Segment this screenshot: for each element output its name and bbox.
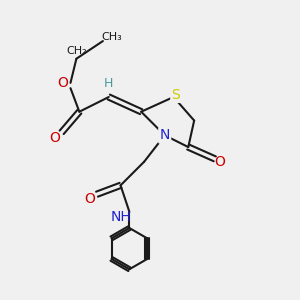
Text: O: O	[49, 130, 60, 145]
Text: H: H	[104, 77, 113, 90]
Text: CH₂: CH₂	[66, 46, 87, 56]
Text: NH: NH	[110, 210, 131, 224]
Text: S: S	[172, 88, 180, 102]
Text: O: O	[84, 192, 95, 206]
Text: O: O	[58, 76, 69, 90]
Text: CH₃: CH₃	[101, 32, 122, 42]
Text: N: N	[160, 128, 170, 142]
Text: O: O	[214, 155, 226, 170]
